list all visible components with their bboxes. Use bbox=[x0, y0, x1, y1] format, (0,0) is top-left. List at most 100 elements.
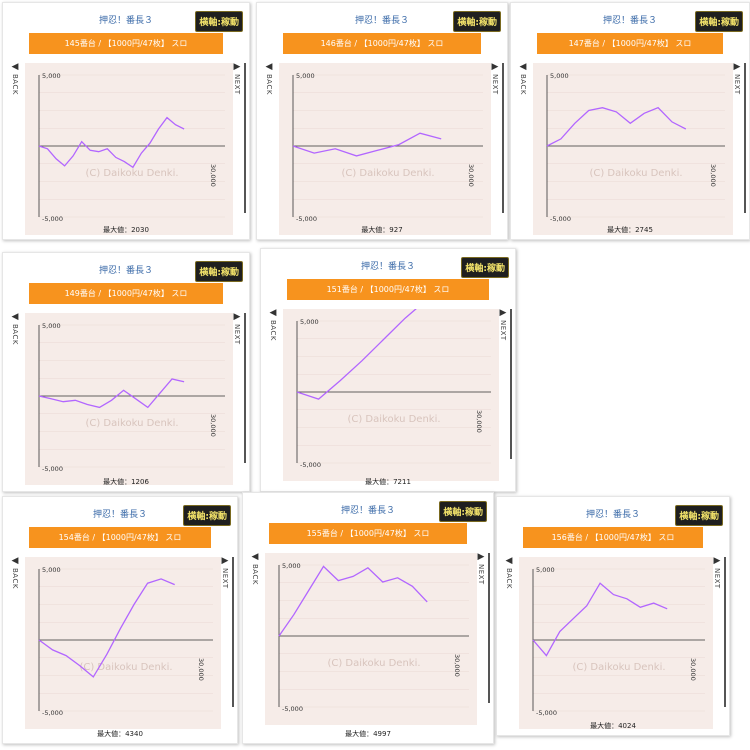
back-button[interactable]: ◀ BACK bbox=[9, 63, 21, 95]
status-badge[interactable]: 横軸:稼動 bbox=[183, 505, 231, 526]
max-value: 最大値：1206 bbox=[103, 478, 149, 486]
back-button[interactable]: ◀ BACK bbox=[517, 63, 529, 95]
chevron-left-icon: ◀ bbox=[251, 552, 259, 562]
y-max-label: 5,000 bbox=[282, 562, 301, 570]
y-max-label: 5,000 bbox=[300, 318, 319, 326]
machine-header[interactable]: 145番台 / 【1000円/47枚】 スロ bbox=[29, 33, 223, 54]
chevron-left-icon: ◀ bbox=[519, 62, 527, 72]
machine-card: 押忍！番長３ 横軸:稼動 156番台 / 【1000円/47枚】 スロ ◀ BA… bbox=[496, 496, 730, 736]
copyright-watermark: (C) Daikoku Denki. bbox=[347, 414, 440, 425]
scrollbar[interactable] bbox=[724, 557, 726, 707]
chevron-right-icon: ▶ bbox=[477, 552, 485, 562]
copyright-watermark: (C) Daikoku Denki. bbox=[572, 662, 665, 673]
next-label: NEXT bbox=[221, 568, 229, 589]
y-max-label: 5,000 bbox=[296, 72, 315, 80]
balance-line bbox=[296, 309, 417, 400]
scrollbar[interactable] bbox=[488, 553, 490, 703]
next-label: NEXT bbox=[499, 320, 507, 341]
status-badge[interactable]: 横軸:稼動 bbox=[675, 505, 723, 526]
y-max-label: 5,000 bbox=[42, 566, 61, 574]
y-min-label: -5,000 bbox=[296, 215, 317, 223]
back-button[interactable]: ◀ BACK bbox=[9, 313, 21, 345]
next-button[interactable]: ▶ NEXT bbox=[489, 63, 501, 95]
back-button[interactable]: ◀ BACK bbox=[263, 63, 275, 95]
max-value: 最大値：4997 bbox=[345, 730, 391, 738]
copyright-watermark: (C) Daikoku Denki. bbox=[341, 168, 434, 179]
next-button[interactable]: ▶ NEXT bbox=[231, 63, 243, 95]
machine-card: 押忍！番長３ 横軸:稼動 145番台 / 【1000円/47枚】 スロ ◀ BA… bbox=[2, 2, 250, 240]
y-max-label: 5,000 bbox=[42, 72, 61, 80]
balance-line bbox=[38, 378, 185, 409]
y-min-label: -5,000 bbox=[42, 465, 63, 473]
machine-header[interactable]: 146番台 / 【1000円/47枚】 スロ bbox=[283, 33, 481, 54]
back-button[interactable]: ◀ BACK bbox=[503, 557, 515, 589]
next-button[interactable]: ▶ NEXT bbox=[231, 313, 243, 345]
status-badge[interactable]: 横軸:稼動 bbox=[695, 11, 743, 32]
back-label: BACK bbox=[519, 74, 527, 95]
scrollbar[interactable] bbox=[244, 313, 246, 463]
x-end-label: 30,000 bbox=[209, 414, 217, 437]
machine-header[interactable]: 156番台 / 【1000円/47枚】 スロ bbox=[523, 527, 703, 548]
machine-header[interactable]: 147番台 / 【1000円/47枚】 スロ bbox=[537, 33, 723, 54]
status-badge[interactable]: 横軸:稼動 bbox=[453, 11, 501, 32]
next-button[interactable]: ▶ NEXT bbox=[497, 309, 509, 341]
chevron-right-icon: ▶ bbox=[233, 312, 241, 322]
chevron-left-icon: ◀ bbox=[11, 312, 19, 322]
graph-svg: 5,000 -5,000 30,000 (C) Daikoku Denki. bbox=[532, 566, 705, 717]
balance-line bbox=[38, 578, 175, 678]
back-label: BACK bbox=[269, 320, 277, 341]
chevron-left-icon: ◀ bbox=[11, 62, 19, 72]
balance-line bbox=[546, 106, 687, 147]
next-button[interactable]: ▶ NEXT bbox=[731, 63, 743, 95]
machine-header[interactable]: 155番台 / 【1000円/47枚】 スロ bbox=[269, 523, 467, 544]
balance-line bbox=[532, 582, 668, 657]
max-value: 最大値：2030 bbox=[103, 226, 149, 234]
x-end-label: 30,000 bbox=[467, 164, 475, 187]
x-end-label: 30,000 bbox=[453, 654, 461, 677]
x-end-label: 30,000 bbox=[475, 410, 483, 433]
back-label: BACK bbox=[11, 74, 19, 95]
max-value: 最大値：4024 bbox=[590, 722, 636, 730]
y-min-label: -5,000 bbox=[282, 705, 303, 713]
status-badge[interactable]: 横軸:稼動 bbox=[461, 257, 509, 278]
machine-card: 押忍！番長３ 横軸:稼動 147番台 / 【1000円/47枚】 スロ ◀ BA… bbox=[510, 2, 750, 240]
graph-svg: 5,000 -5,000 30,000 (C) Daikoku Denki. bbox=[296, 309, 491, 469]
next-button[interactable]: ▶ NEXT bbox=[219, 557, 231, 589]
machine-header[interactable]: 154番台 / 【1000円/47枚】 スロ bbox=[29, 527, 211, 548]
x-end-label: 30,000 bbox=[197, 658, 205, 681]
copyright-watermark: (C) Daikoku Denki. bbox=[85, 418, 178, 429]
scrollbar[interactable] bbox=[502, 63, 504, 213]
machine-card: 押忍！番長３ 横軸:稼動 146番台 / 【1000円/47枚】 スロ ◀ BA… bbox=[256, 2, 508, 240]
max-value: 最大値：4340 bbox=[97, 730, 143, 738]
scrollbar[interactable] bbox=[510, 309, 512, 459]
card-title: 押忍！番長３ bbox=[98, 16, 153, 26]
next-label: NEXT bbox=[233, 324, 241, 345]
balance-line bbox=[38, 116, 185, 169]
back-label: BACK bbox=[505, 568, 513, 589]
status-badge[interactable]: 横軸:稼動 bbox=[439, 501, 487, 522]
back-button[interactable]: ◀ BACK bbox=[249, 553, 261, 585]
x-end-label: 30,000 bbox=[689, 658, 697, 681]
next-button[interactable]: ▶ NEXT bbox=[711, 557, 723, 589]
next-button[interactable]: ▶ NEXT bbox=[475, 553, 487, 585]
y-max-label: 5,000 bbox=[536, 566, 555, 574]
chevron-left-icon: ◀ bbox=[11, 556, 19, 566]
scrollbar[interactable] bbox=[744, 63, 746, 213]
machine-header[interactable]: 151番台 / 【1000円/47枚】 スロ bbox=[287, 279, 489, 300]
scrollbar[interactable] bbox=[232, 557, 234, 707]
scrollbar[interactable] bbox=[244, 63, 246, 213]
status-badge[interactable]: 横軸:稼動 bbox=[195, 261, 243, 282]
back-button[interactable]: ◀ BACK bbox=[9, 557, 21, 589]
card-title: 押忍！番長３ bbox=[360, 262, 415, 272]
max-value: 最大値：927 bbox=[361, 226, 403, 234]
slot-graph: 5,000 -5,000 30,000 (C) Daikoku Denki. bbox=[25, 313, 233, 485]
slot-graph: 5,000 -5,000 30,000 (C) Daikoku Denki. bbox=[279, 63, 491, 235]
card-title: 押忍！番長３ bbox=[585, 510, 640, 520]
machine-header[interactable]: 149番台 / 【1000円/47枚】 スロ bbox=[29, 283, 223, 304]
back-button[interactable]: ◀ BACK bbox=[267, 309, 279, 341]
machine-card: 押忍！番長３ 横軸:稼動 155番台 / 【1000円/47枚】 スロ ◀ BA… bbox=[242, 492, 494, 744]
card-title: 押忍！番長３ bbox=[602, 16, 657, 26]
slot-graph: 5,000 -5,000 30,000 (C) Daikoku Denki. bbox=[265, 553, 477, 725]
card-title: 押忍！番長３ bbox=[92, 510, 147, 520]
status-badge[interactable]: 横軸:稼動 bbox=[195, 11, 243, 32]
